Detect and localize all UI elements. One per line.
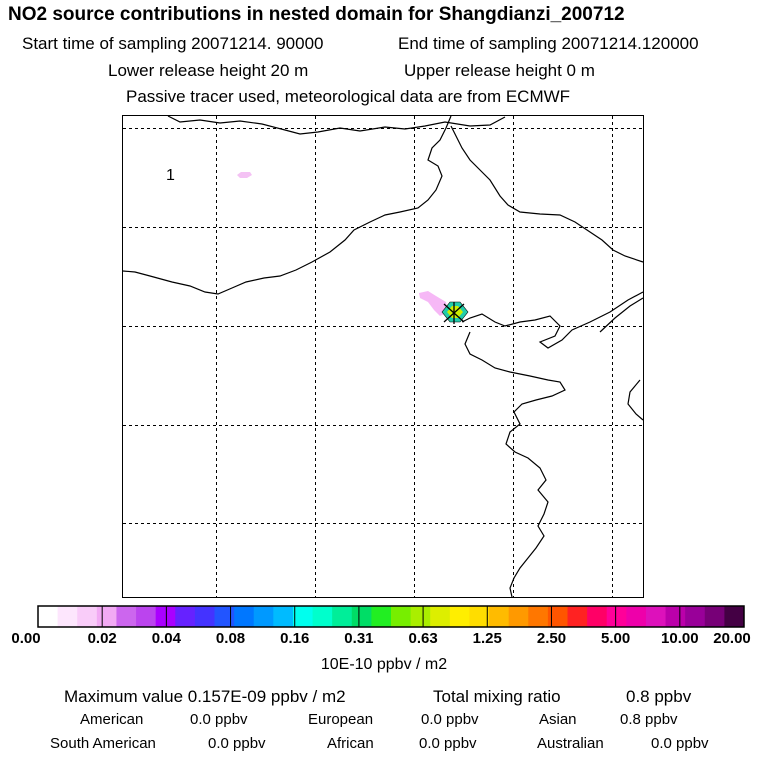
colorbar-swatch [665, 606, 686, 627]
total-mixing-value: 0.8 ppbv [626, 687, 692, 706]
colorbar-swatch [194, 606, 215, 627]
region-asian-value: 0.8 ppbv [620, 711, 678, 728]
colorbar-swatch [96, 606, 117, 627]
colorbar-swatch [645, 606, 667, 627]
region-african-value: 0.0 ppbv [419, 735, 477, 752]
colorbar-swatch [547, 606, 568, 627]
region-european-value: 0.0 ppbv [421, 711, 479, 728]
region-south-american-name: South American [50, 735, 156, 752]
colorbar-swatch [351, 606, 372, 627]
colorbar-tick-label: 0.63 [408, 630, 438, 647]
region-african-name: African [327, 735, 374, 752]
region-south-american-value: 0.0 ppbv [208, 735, 266, 752]
colorbar-unit: 10E-10 ppbv / m2 [320, 656, 448, 673]
colorbar-swatch [312, 606, 333, 627]
region-label: 1 [166, 167, 175, 184]
colorbar-swatch [704, 606, 725, 627]
colorbar-swatch [449, 606, 470, 627]
region-american-value: 0.0 ppbv [190, 711, 248, 728]
colorbar-tick-label: 0.31 [344, 630, 374, 647]
colorbar-swatch [685, 606, 706, 627]
plume-patch-north [237, 172, 252, 178]
region-australian-value: 0.0 ppbv [651, 735, 709, 752]
region-asian-name: Asian [539, 711, 577, 728]
end-time: End time of sampling 20071214.120000 [398, 34, 699, 53]
colorbar-swatch [587, 606, 608, 627]
plume-patch-source [419, 291, 448, 316]
colorbar-swatch [332, 606, 353, 627]
colorbar-tick-label: 20.00 [713, 630, 751, 647]
station-cross-marker [443, 302, 465, 324]
colorbar-border [37, 605, 745, 628]
colorbar-swatch [273, 606, 294, 627]
region-american-name: American [80, 711, 144, 728]
upper-release-height: Upper release height 0 m [404, 61, 595, 80]
colorbar [37, 605, 745, 628]
map-frame [122, 115, 644, 598]
colorbar-tick-label: 5.00 [601, 630, 631, 647]
colorbar-swatch [724, 606, 745, 627]
colorbar-swatch [77, 606, 98, 627]
lower-release-height: Lower release height 20 m [108, 61, 309, 80]
colorbar-swatch [371, 606, 392, 627]
colorbar-swatch [57, 606, 78, 627]
total-mixing-label: Total mixing ratio [433, 687, 561, 706]
colorbar-tick-label: 0.00 [11, 630, 41, 647]
colorbar-swatch [175, 606, 196, 627]
colorbar-swatch [508, 606, 529, 627]
colorbar-swatch [626, 606, 647, 627]
colorbar-tick-label: 0.02 [87, 630, 117, 647]
tracer-plume [237, 172, 469, 323]
colorbar-tick-label: 0.16 [280, 630, 310, 647]
colorbar-swatch [234, 606, 255, 627]
colorbar-swatch [430, 606, 451, 627]
page-title: NO2 source contributions in nested domai… [8, 4, 625, 25]
colorbar-swatch [567, 606, 588, 627]
start-time: Start time of sampling 20071214. 90000 [22, 34, 324, 53]
colorbar-swatch [469, 606, 490, 627]
colorbar-swatch [292, 606, 314, 627]
coastlines [122, 115, 644, 598]
graticule [123, 116, 643, 597]
colorbar-tick-label: 0.08 [215, 630, 246, 647]
colorbar-swatch [253, 606, 274, 627]
colorbar-swatch [410, 606, 431, 627]
tracer-note: Passive tracer used, meteorological data… [126, 87, 571, 106]
colorbar-tick-label: 0.04 [151, 630, 181, 647]
colorbar-swatch [38, 606, 59, 627]
colorbar-swatch [214, 606, 235, 627]
colorbar-swatch [136, 606, 157, 627]
colorbar-swatch [528, 606, 549, 627]
colorbar-tick-label: 1.25 [472, 630, 502, 647]
colorbar-swatch [116, 606, 137, 627]
region-european-name: European [308, 711, 374, 728]
colorbar-swatch [391, 606, 412, 627]
colorbar-tick-label: 2.50 [536, 630, 567, 647]
colorbar-tick-label: 10.00 [661, 630, 699, 647]
max-value: Maximum value 0.157E-09 ppbv / m2 [64, 687, 346, 706]
colorbar-swatch [155, 606, 176, 627]
colorbar-swatch [489, 606, 510, 627]
colorbar-swatch [606, 606, 627, 627]
region-australian-name: Australian [537, 735, 604, 752]
